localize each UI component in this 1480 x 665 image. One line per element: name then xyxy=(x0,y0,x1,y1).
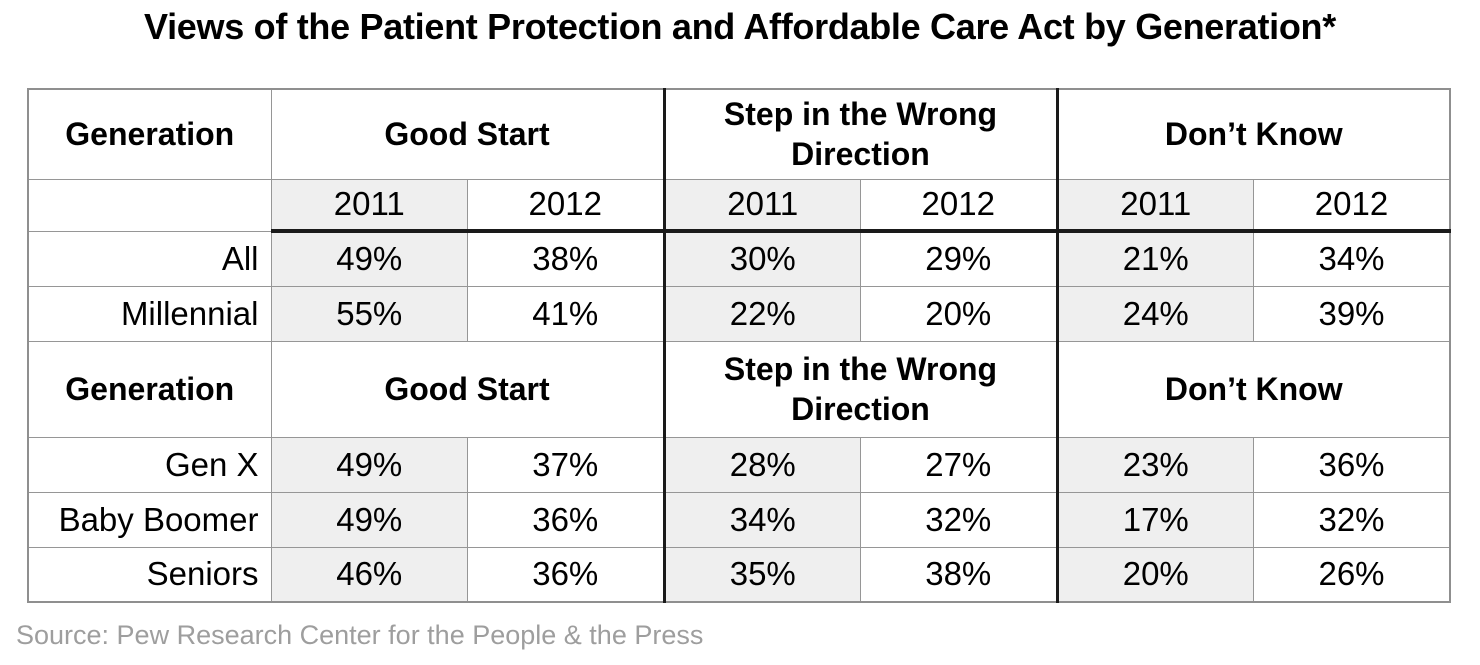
value-cell: 39% xyxy=(1253,285,1451,342)
page-title: Views of the Patient Protection and Affo… xyxy=(144,6,1336,47)
data-row-seniors: Seniors 46% 36% 35% 38% 20% 26% xyxy=(27,546,1451,603)
year-cell: 2011 xyxy=(270,178,468,233)
year-cell: 2011 xyxy=(1055,178,1254,233)
header-dont-know: Don’t Know xyxy=(1055,88,1451,180)
value-cell: 29% xyxy=(860,230,1058,287)
value-cell: 36% xyxy=(1253,436,1451,493)
value-cell: 35% xyxy=(662,546,861,603)
band1-header-row: Generation Good Start Step in the Wrong … xyxy=(27,88,1451,180)
value-cell: 36% xyxy=(467,546,665,603)
header-good-start: Good Start xyxy=(270,88,665,180)
band2-header-row: Generation Good Start Step in the Wrong … xyxy=(27,340,1451,438)
value-cell: 22% xyxy=(662,285,861,342)
value-cell: 23% xyxy=(1055,436,1254,493)
value-cell: 49% xyxy=(270,491,468,548)
data-row-baby-boomer: Baby Boomer 49% 36% 34% 32% 17% 32% xyxy=(27,491,1451,548)
value-cell: 32% xyxy=(1253,491,1451,548)
year-cell: 2011 xyxy=(662,178,861,233)
value-cell: 27% xyxy=(860,436,1058,493)
value-cell: 49% xyxy=(270,230,468,287)
value-cell: 34% xyxy=(1253,230,1451,287)
header-generation: Generation xyxy=(27,340,272,438)
value-cell: 28% xyxy=(662,436,861,493)
year-cell: 2012 xyxy=(1253,178,1451,233)
generation-views-table: Generation Good Start Step in the Wrong … xyxy=(27,88,1451,603)
value-cell: 49% xyxy=(270,436,468,493)
value-cell: 17% xyxy=(1055,491,1254,548)
year-subheader-row: 2011 2012 2011 2012 2011 2012 xyxy=(27,178,1451,233)
value-cell: 26% xyxy=(1253,546,1451,603)
value-cell: 20% xyxy=(860,285,1058,342)
header-good-start: Good Start xyxy=(270,340,665,438)
data-row-millennial: Millennial 55% 41% 22% 20% 24% 39% xyxy=(27,285,1451,342)
value-cell: 34% xyxy=(662,491,861,548)
header-generation: Generation xyxy=(27,88,272,180)
value-cell: 32% xyxy=(860,491,1058,548)
header-wrong-direction: Step in the Wrong Direction xyxy=(662,340,1058,438)
value-cell: 24% xyxy=(1055,285,1254,342)
value-cell: 41% xyxy=(467,285,665,342)
row-label: Seniors xyxy=(27,546,272,603)
value-cell: 21% xyxy=(1055,230,1254,287)
year-row-spacer xyxy=(27,178,272,232)
row-label: Baby Boomer xyxy=(27,491,272,548)
year-cell: 2012 xyxy=(860,178,1058,233)
data-row-all: All 49% 38% 30% 29% 21% 34% xyxy=(27,230,1451,287)
value-cell: 37% xyxy=(467,436,665,493)
value-cell: 46% xyxy=(270,546,468,603)
header-dont-know: Don’t Know xyxy=(1055,340,1451,438)
value-cell: 38% xyxy=(467,230,665,287)
source-credit: Source: Pew Research Center for the Peop… xyxy=(16,620,704,650)
value-cell: 30% xyxy=(662,230,861,287)
row-label: All xyxy=(27,230,272,287)
header-wrong-direction: Step in the Wrong Direction xyxy=(662,88,1058,180)
year-cell: 2012 xyxy=(467,178,665,233)
data-row-gen-x: Gen X 49% 37% 28% 27% 23% 36% xyxy=(27,436,1451,493)
row-label: Gen X xyxy=(27,436,272,493)
value-cell: 55% xyxy=(270,285,468,342)
value-cell: 36% xyxy=(467,491,665,548)
row-label: Millennial xyxy=(27,285,272,342)
value-cell: 38% xyxy=(860,546,1058,603)
value-cell: 20% xyxy=(1055,546,1254,603)
